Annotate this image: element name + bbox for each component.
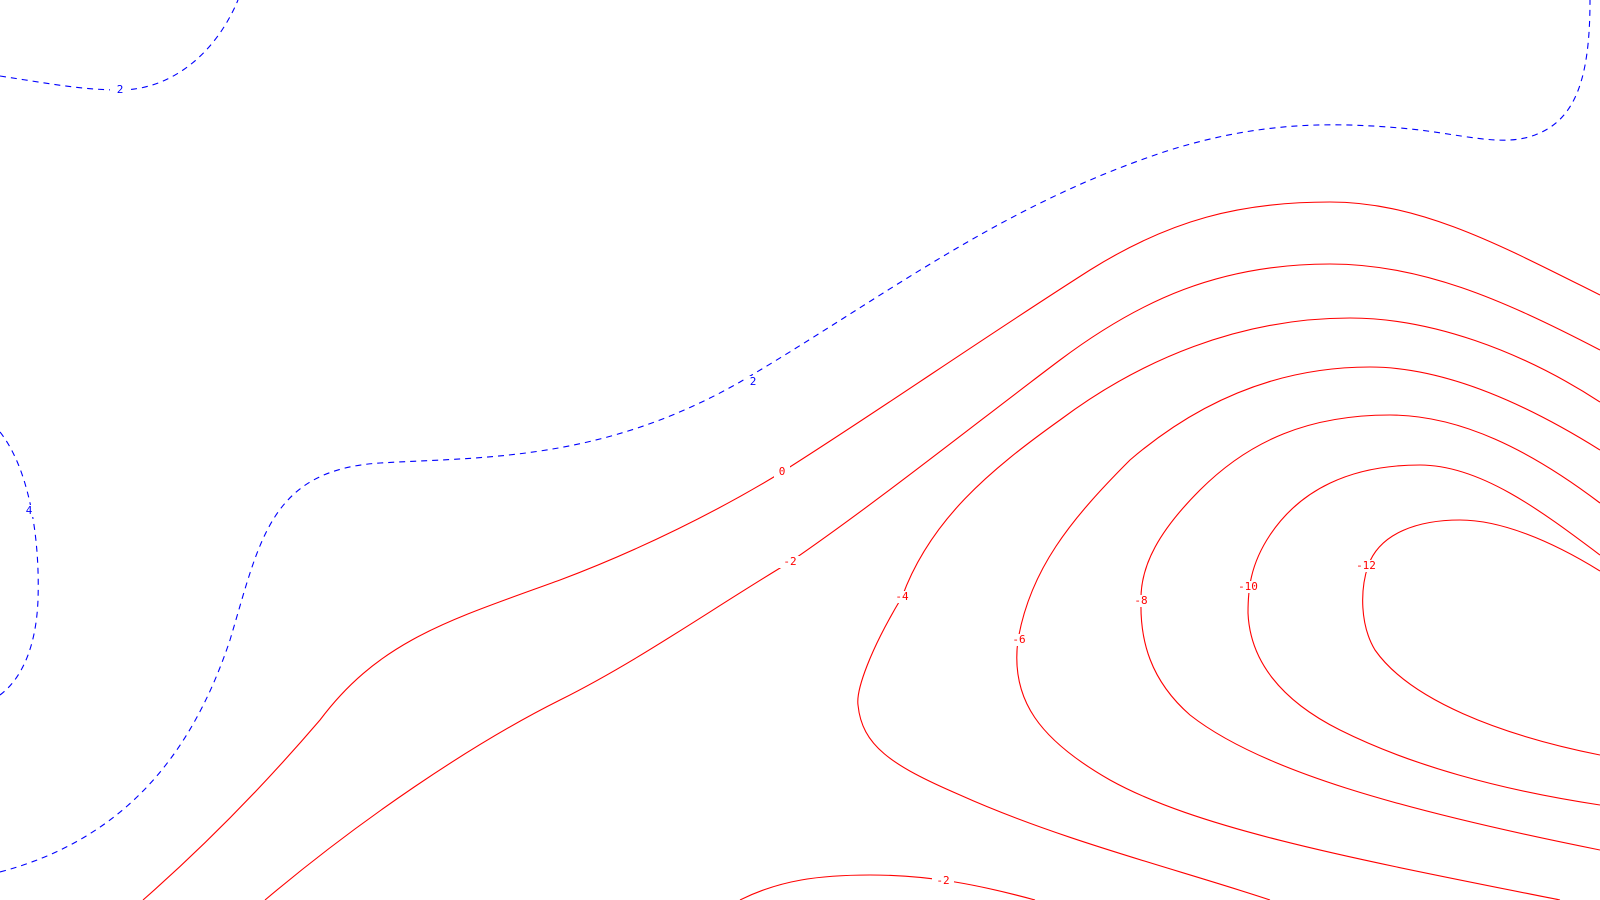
- contour-line-c9: [1247, 464, 1600, 806]
- contour-label-c8: -8: [1130, 594, 1152, 607]
- contour-line-c10: [1362, 519, 1600, 756]
- contour-label-c11: -2: [932, 874, 954, 887]
- contour-line-c8: [1140, 414, 1600, 851]
- contour-label-text-c3: 4: [26, 504, 33, 517]
- contour-label-c2: 2: [745, 375, 761, 388]
- contour-label-text-c5: -2: [783, 555, 796, 568]
- contour-label-text-c2: 2: [750, 375, 757, 388]
- contour-line-c1: [0, 0, 239, 91]
- contour-label-text-c8: -8: [1134, 594, 1147, 607]
- contour-line-c4: [142, 201, 1600, 900]
- contour-label-text-c6: -4: [895, 590, 909, 603]
- contour-label-text-c9: -10: [1238, 580, 1258, 593]
- contour-label-c4: 0: [774, 465, 790, 478]
- contour-label-c9: -10: [1235, 580, 1261, 593]
- contour-label-c1: 2: [110, 83, 130, 96]
- contour-line-c6: [857, 317, 1600, 900]
- contour-line-c11: [739, 874, 1036, 900]
- contour-label-text-c4: 0: [779, 465, 786, 478]
- contour-label-c3: 4: [21, 504, 37, 517]
- contour-label-text-c7: -6: [1012, 633, 1025, 646]
- contour-label-c10: -12: [1353, 559, 1379, 572]
- contour-line-c5: [264, 263, 1600, 900]
- contour-label-c6: -4: [891, 590, 913, 603]
- contour-label-c5: -2: [779, 555, 801, 568]
- contour-labels: 2 2 4 0 -2 -4 -6 -8: [21, 83, 1379, 887]
- contour-line-c3: [0, 431, 39, 696]
- contour-label-text-c10: -12: [1356, 559, 1376, 572]
- contour-line-c7: [1016, 366, 1600, 900]
- contour-label-text-c1: 2: [117, 83, 124, 96]
- contour-label-c7: -6: [1008, 633, 1030, 646]
- contour-label-text-c11: -2: [936, 874, 949, 887]
- contour-line-c2: [0, 0, 1591, 873]
